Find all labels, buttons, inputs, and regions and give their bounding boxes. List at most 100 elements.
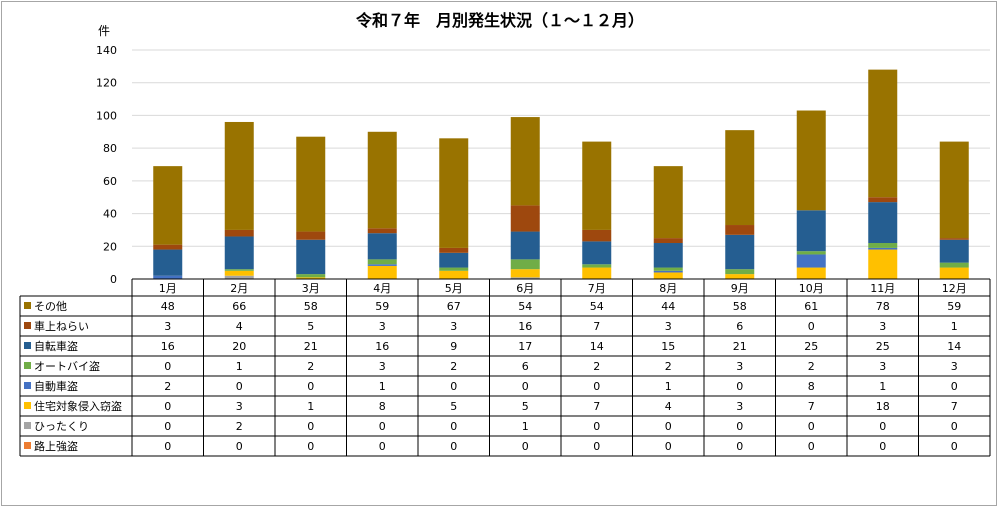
legend-swatch bbox=[24, 302, 31, 309]
bar-segment bbox=[939, 262, 969, 268]
data-label: 5 bbox=[522, 400, 529, 413]
data-label: 7 bbox=[593, 320, 600, 333]
data-label: 2 bbox=[164, 380, 171, 393]
bar-segment bbox=[224, 275, 254, 279]
bar-segment bbox=[296, 239, 326, 275]
legend-swatch bbox=[24, 402, 31, 409]
data-label: 4 bbox=[236, 320, 243, 333]
bars bbox=[153, 69, 969, 279]
y-tick-label: 60 bbox=[103, 175, 117, 188]
data-label: 18 bbox=[876, 400, 890, 413]
legend-label: その他 bbox=[34, 300, 67, 313]
data-label: 1 bbox=[665, 380, 672, 393]
bar-segment bbox=[796, 110, 826, 211]
data-label: 0 bbox=[951, 380, 958, 393]
bar-segment bbox=[439, 252, 469, 268]
bar-segment bbox=[153, 275, 183, 279]
data-label: 7 bbox=[808, 400, 815, 413]
bar-segment bbox=[439, 247, 469, 253]
data-label: 21 bbox=[304, 340, 318, 353]
y-tick-label: 120 bbox=[96, 77, 117, 90]
bar-segment bbox=[582, 264, 612, 268]
data-label: 58 bbox=[304, 300, 318, 313]
data-label: 2 bbox=[665, 360, 672, 373]
data-label: 9 bbox=[450, 340, 457, 353]
bar-segment bbox=[224, 236, 254, 270]
bar-segment bbox=[510, 117, 540, 206]
bar-segment bbox=[439, 138, 469, 248]
data-label: 3 bbox=[379, 320, 386, 333]
data-label: 3 bbox=[164, 320, 171, 333]
x-tick-label: 6月 bbox=[516, 282, 534, 295]
y-tick-label: 80 bbox=[103, 142, 117, 155]
data-label: 2 bbox=[593, 360, 600, 373]
data-label: 16 bbox=[518, 320, 532, 333]
data-label: 0 bbox=[450, 440, 457, 453]
legend-swatch bbox=[24, 342, 31, 349]
x-tick-label: 11月 bbox=[870, 282, 895, 295]
bar-segment bbox=[367, 131, 397, 229]
data-label: 25 bbox=[804, 340, 818, 353]
y-axis-label: 件 bbox=[98, 24, 110, 38]
data-label: 0 bbox=[808, 320, 815, 333]
x-tick-label: 3月 bbox=[302, 282, 320, 295]
data-label: 0 bbox=[593, 380, 600, 393]
x-tick-label: 1月 bbox=[159, 282, 177, 295]
bar-segment bbox=[725, 269, 755, 275]
bar-segment bbox=[439, 270, 469, 279]
legend-swatch bbox=[24, 362, 31, 369]
data-label: 16 bbox=[161, 340, 175, 353]
y-tick-label: 140 bbox=[96, 44, 117, 57]
data-label: 5 bbox=[307, 320, 314, 333]
data-label: 2 bbox=[307, 360, 314, 373]
data-label: 2 bbox=[808, 360, 815, 373]
data-label: 0 bbox=[665, 420, 672, 433]
bar-segment bbox=[939, 238, 969, 240]
bar-segment bbox=[939, 267, 969, 279]
legend-label: 路上強盗 bbox=[34, 440, 78, 453]
legend-label: ひったくり bbox=[34, 420, 89, 433]
bar-segment bbox=[296, 136, 326, 232]
data-label: 0 bbox=[522, 380, 529, 393]
data-label: 78 bbox=[876, 300, 890, 313]
legend-swatch bbox=[24, 442, 31, 449]
bar-segment bbox=[224, 269, 254, 271]
data-label: 0 bbox=[379, 420, 386, 433]
data-label: 1 bbox=[879, 380, 886, 393]
x-tick-label: 2月 bbox=[230, 282, 248, 295]
data-label: 0 bbox=[164, 360, 171, 373]
data-label: 0 bbox=[736, 380, 743, 393]
data-label: 3 bbox=[879, 320, 886, 333]
data-label: 66 bbox=[232, 300, 246, 313]
data-label: 6 bbox=[736, 320, 743, 333]
legend-swatch bbox=[24, 422, 31, 429]
data-label: 5 bbox=[450, 400, 457, 413]
x-tick-label: 4月 bbox=[373, 282, 391, 295]
data-label: 0 bbox=[736, 440, 743, 453]
data-label: 0 bbox=[450, 380, 457, 393]
data-label: 7 bbox=[593, 400, 600, 413]
x-tick-label: 12月 bbox=[942, 282, 967, 295]
data-label: 16 bbox=[375, 340, 389, 353]
data-label: 15 bbox=[661, 340, 675, 353]
bar-segment bbox=[582, 267, 612, 279]
chart-title: 令和７年 月別発生状況（１～１２月） bbox=[355, 11, 644, 30]
data-label: 7 bbox=[951, 400, 958, 413]
bar-segment bbox=[510, 231, 540, 260]
data-label: 0 bbox=[450, 420, 457, 433]
data-label: 0 bbox=[665, 440, 672, 453]
bar-segment bbox=[653, 238, 683, 244]
data-label: 2 bbox=[236, 420, 243, 433]
bar-segment bbox=[653, 243, 683, 268]
bar-segment bbox=[653, 270, 683, 273]
data-label: 14 bbox=[947, 340, 961, 353]
bar-segment bbox=[367, 233, 397, 260]
data-label: 0 bbox=[236, 380, 243, 393]
data-label: 1 bbox=[379, 380, 386, 393]
data-label: 3 bbox=[665, 320, 672, 333]
bar-segment bbox=[224, 270, 254, 276]
bar-segment bbox=[868, 69, 898, 198]
data-label: 3 bbox=[736, 360, 743, 373]
bar-segment bbox=[582, 141, 612, 230]
